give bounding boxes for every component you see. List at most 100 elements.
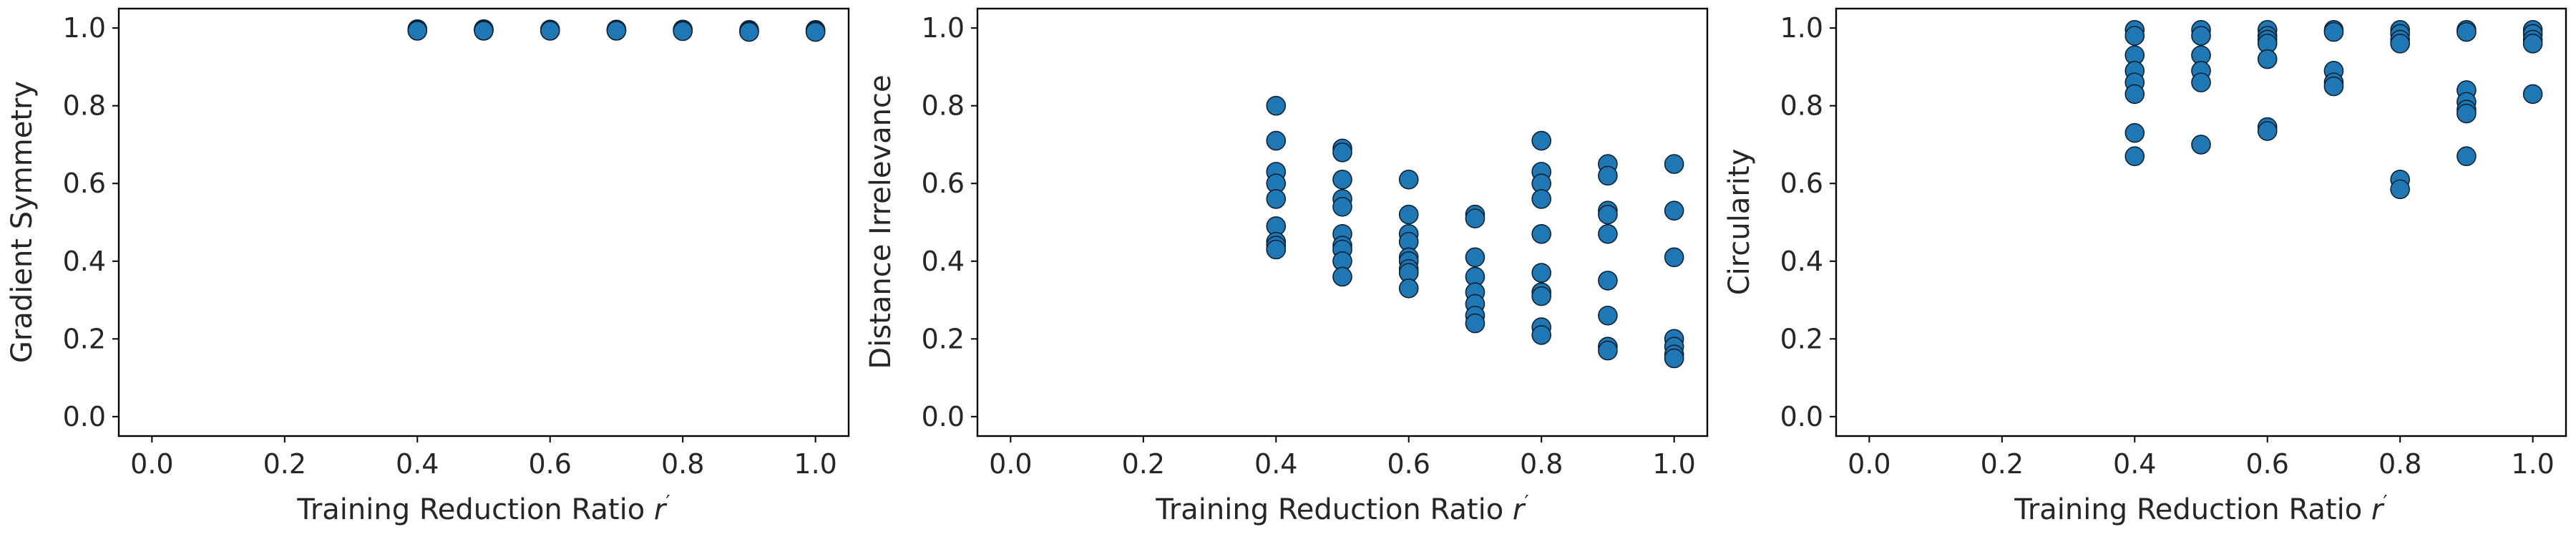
y-tick-label: 1.0 xyxy=(1780,12,1823,44)
data-point xyxy=(1664,247,1684,268)
x-tick-label: 0.8 xyxy=(1520,448,1563,480)
y-tick-label: 0.4 xyxy=(63,246,106,277)
data-point xyxy=(606,21,627,41)
x-axis-label-sup: ′ xyxy=(2383,490,2387,514)
data-point xyxy=(1332,142,1352,163)
data-point xyxy=(1531,130,1551,151)
data-point xyxy=(1465,313,1485,334)
x-tick-label: 0.4 xyxy=(396,448,439,480)
y-tick-label: 0.2 xyxy=(1780,323,1823,354)
data-point xyxy=(2522,34,2543,54)
data-point xyxy=(2124,26,2145,46)
data-point xyxy=(2522,84,2543,105)
x-tick-label: 0.4 xyxy=(1254,448,1297,480)
data-point xyxy=(2191,72,2211,92)
x-axis-label-sup: ′ xyxy=(1524,490,1528,514)
data-point xyxy=(1266,130,1287,151)
data-point xyxy=(1598,204,1618,225)
point-group xyxy=(2124,20,2543,200)
y-tick-label: 1.0 xyxy=(922,12,965,44)
x-tick-label: 0.6 xyxy=(529,448,572,480)
data-point xyxy=(474,21,494,41)
x-tick-label: 0.2 xyxy=(1981,448,2024,480)
data-point xyxy=(2257,121,2278,141)
y-tick-label: 0.6 xyxy=(1780,168,1823,199)
tick-group: 0.0 0.2 0.4 0.6 0.8 1.0 0.0 0.2 0.4 0.6 0.8 1.0 xyxy=(922,12,1696,480)
y-tick-label: 0.2 xyxy=(922,323,965,354)
x-tick-label: 0.0 xyxy=(1848,448,1890,480)
x-axis-label: Training Reduction Ratio r′ xyxy=(296,490,670,526)
data-point xyxy=(1398,278,1419,299)
data-point xyxy=(1398,170,1419,190)
x-tick-label: 0.0 xyxy=(989,448,1032,480)
data-point xyxy=(1531,263,1551,283)
x-axis-label-var: r xyxy=(2371,493,2385,526)
x-tick-label: 0.2 xyxy=(263,448,306,480)
x-tick-label: 0.4 xyxy=(2113,448,2156,480)
data-point xyxy=(540,21,560,41)
x-axis-label-sup: ′ xyxy=(665,490,670,514)
x-axis-label-text: Training Reduction Ratio xyxy=(2014,493,2362,526)
data-point xyxy=(739,21,759,42)
y-axis-label: Circularity xyxy=(1723,149,1756,296)
x-tick-label: 0.8 xyxy=(661,448,704,480)
x-axis-label-var: r xyxy=(654,493,668,526)
y-tick-label: 0.6 xyxy=(922,168,965,199)
x-axis-label-var: r xyxy=(1513,493,1526,526)
data-point xyxy=(1531,286,1551,306)
data-point xyxy=(1266,189,1287,209)
plot-frame xyxy=(117,7,850,437)
data-point xyxy=(1531,189,1551,209)
data-point xyxy=(1531,223,1551,244)
data-point xyxy=(2191,26,2211,46)
data-point xyxy=(1266,95,1287,116)
tick-group: 0.0 0.2 0.4 0.6 0.8 1.0 0.0 0.2 0.4 0.6 0.8 1.0 xyxy=(63,12,837,480)
data-point xyxy=(1398,204,1419,225)
data-point xyxy=(2124,146,2145,167)
x-tick-label: 1.0 xyxy=(2511,448,2554,480)
data-point xyxy=(1664,154,1684,174)
panel-gradient-symmetry: 0.0 0.2 0.4 0.6 0.8 1.0 0.0 0.2 0.4 0.6 0.8 1.0 Tra… xyxy=(6,7,850,526)
y-tick-label: 0.6 xyxy=(63,168,106,199)
data-point xyxy=(2124,122,2145,143)
x-tick-label: 0.8 xyxy=(2379,448,2421,480)
data-point xyxy=(1598,271,1618,291)
data-point xyxy=(1531,325,1551,345)
x-axis-label-text: Training Reduction Ratio xyxy=(1155,493,1503,526)
data-point xyxy=(2323,76,2344,97)
tick-group: 0.0 0.2 0.4 0.6 0.8 1.0 0.0 0.2 0.4 0.6 0.8 1.0 xyxy=(1780,12,2555,480)
point-group xyxy=(1266,95,1684,369)
x-tick-label: 1.0 xyxy=(794,448,836,480)
data-point xyxy=(2457,103,2477,124)
data-point xyxy=(407,21,428,41)
y-axis-label: Gradient Symmetry xyxy=(6,81,39,363)
data-point xyxy=(1332,266,1352,287)
y-tick-label: 0.8 xyxy=(1780,90,1823,122)
y-tick-label: 0.2 xyxy=(63,323,106,354)
data-point xyxy=(2191,135,2211,155)
data-point xyxy=(1664,348,1684,369)
data-point xyxy=(2457,146,2477,167)
plot-frame xyxy=(1835,7,2567,437)
x-axis-label: Training Reduction Ratio r′ xyxy=(2014,490,2387,526)
data-point xyxy=(2124,84,2145,105)
x-tick-label: 0.6 xyxy=(1387,448,1430,480)
panel-circularity: 0.0 0.2 0.4 0.6 0.8 1.0 0.0 0.2 0.4 0.6 0.8 1.0 Tra… xyxy=(1723,7,2567,526)
y-tick-label: 0.8 xyxy=(922,90,965,122)
data-point xyxy=(2390,179,2410,200)
data-point xyxy=(2323,21,2344,42)
data-point xyxy=(1465,247,1485,268)
y-tick-label: 1.0 xyxy=(63,12,106,44)
data-point xyxy=(1332,170,1352,190)
y-axis-label: Distance Irrelevance xyxy=(864,74,897,369)
panel-distance-irrelevance: 0.0 0.2 0.4 0.6 0.8 1.0 0.0 0.2 0.4 0.6 0.8 1.0 Tra… xyxy=(864,7,1709,526)
x-axis-label-text: Training Reduction Ratio xyxy=(296,493,645,526)
x-tick-label: 0.6 xyxy=(2246,448,2289,480)
data-point xyxy=(1598,223,1618,244)
y-tick-label: 0.0 xyxy=(63,401,106,432)
y-tick-label: 0.8 xyxy=(63,90,106,122)
y-tick-label: 0.0 xyxy=(922,401,965,432)
data-point xyxy=(1266,239,1287,260)
data-point xyxy=(2257,49,2278,69)
